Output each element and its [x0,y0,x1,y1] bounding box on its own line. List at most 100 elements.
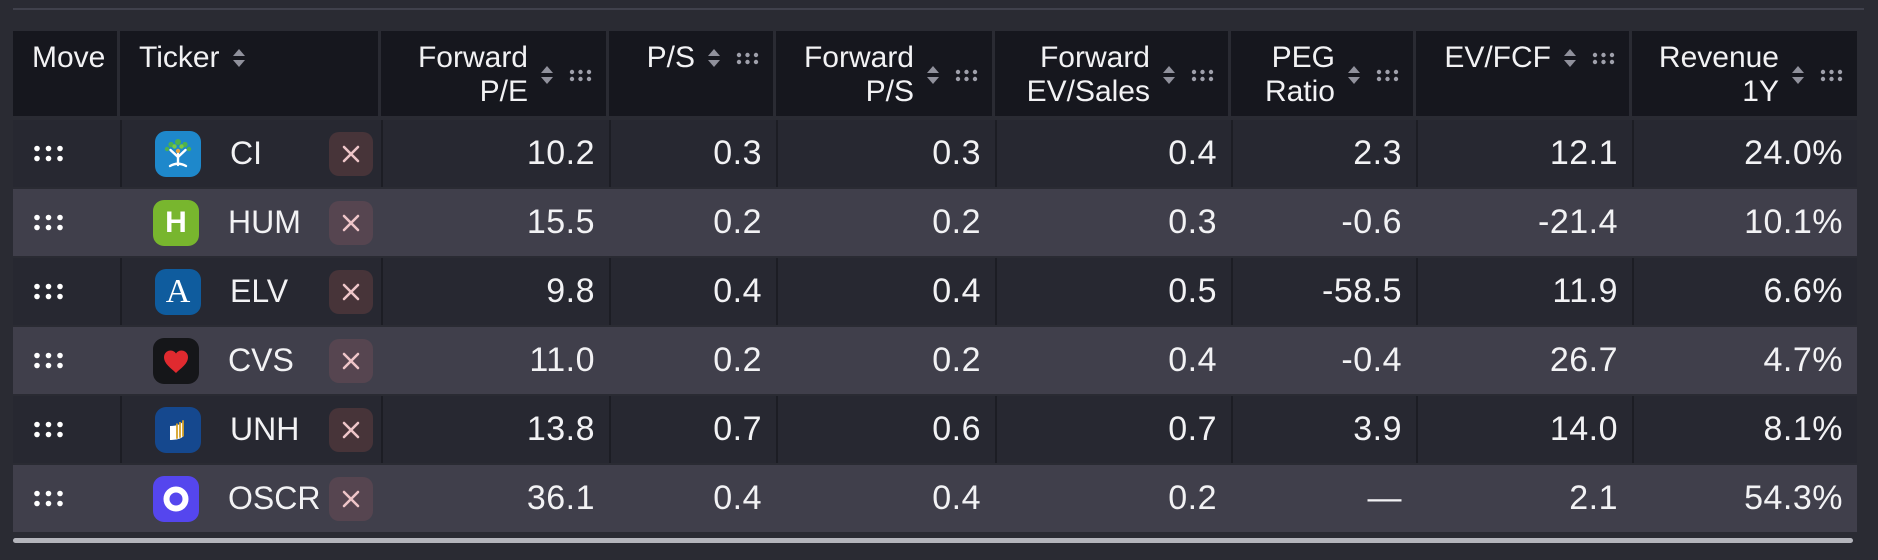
cell-ev-fcf: -21.4 [1416,189,1632,256]
cell-forward-ev-sales: 0.5 [995,258,1231,325]
cell-forward-pe: 9.8 [381,258,609,325]
table-row-cvs: CVS 11.0 0.2 0.2 0.4 -0.4 26.7 4.7% [13,327,1857,394]
column-drag-icon[interactable] [1375,68,1400,83]
cell-ev-fcf: 11.9 [1416,258,1632,325]
row-drag-handle-icon[interactable] [32,350,66,371]
ticker-cell: UNH [120,396,381,463]
ticker-symbol: CVS [228,342,294,378]
cell-revenue-1y: 8.1% [1632,396,1857,463]
close-icon [342,214,360,231]
sort-icon[interactable] [708,49,720,67]
column-header-revenue-1y[interactable]: Revenue 1Y [1632,31,1857,116]
row-drag-handle-icon[interactable] [32,419,66,440]
column-drag-icon[interactable] [954,68,979,83]
move-cell [13,465,120,532]
cell-forward-pe: 13.8 [381,396,609,463]
row-drag-handle-icon[interactable] [32,143,66,164]
sort-icon[interactable] [232,49,245,67]
cell-revenue-1y: 54.3% [1632,465,1857,532]
humana-h-icon: H [153,199,199,246]
cell-peg-ratio: 3.9 [1231,396,1416,463]
cell-ps: 0.4 [609,258,776,325]
ticker-symbol: ELV [230,273,289,309]
table-row-ci: CI 10.2 0.3 0.3 0.4 2.3 12.1 24.0% [13,120,1857,187]
column-label-ps: P/S [646,41,695,74]
logo-letter: A [165,272,191,310]
cell-ev-fcf: 2.1 [1416,465,1632,532]
remove-ticker-button[interactable] [329,338,373,383]
cell-forward-ev-sales: 0.7 [995,396,1231,463]
column-label-ev-fcf: EV/FCF [1444,41,1551,74]
horizontal-scrollbar-thumb[interactable] [13,538,1853,543]
remove-ticker-button[interactable] [329,476,373,521]
cell-ev-fcf: 12.1 [1416,120,1632,187]
sort-icon[interactable] [1792,66,1804,84]
ticker-symbol: CI [230,135,262,171]
remove-ticker-button[interactable] [329,407,373,452]
cell-revenue-1y: 6.6% [1632,258,1857,325]
cigna-tree-icon [155,130,201,177]
column-label-forward-ps: Forward P/S [803,41,914,108]
column-label-move: Move [32,41,106,74]
cell-ps: 0.2 [609,327,776,394]
cvs-heart-icon [153,337,199,384]
column-header-ps[interactable]: P/S [609,31,776,116]
cell-ev-fcf: 14.0 [1416,396,1632,463]
move-cell [13,327,120,394]
column-label-peg-ratio: PEG Ratio [1264,41,1335,108]
cell-forward-ps: 0.2 [776,189,995,256]
logo-letter: H [165,205,187,239]
cell-forward-ps: 0.6 [776,396,995,463]
sort-icon[interactable] [1348,66,1360,84]
cell-forward-ev-sales: 0.2 [995,465,1231,532]
cell-peg-ratio: 2.3 [1231,120,1416,187]
cell-forward-ps: 0.4 [776,465,995,532]
row-drag-handle-icon[interactable] [32,212,66,233]
cell-peg-ratio: -58.5 [1231,258,1416,325]
column-label-forward-ev-sales: Forward EV/Sales [1026,41,1150,108]
column-header-move: Move [13,31,120,116]
move-cell [13,120,120,187]
cell-forward-ev-sales: 0.4 [995,120,1231,187]
column-header-ticker[interactable]: Ticker [120,31,381,116]
remove-ticker-button[interactable] [329,200,373,245]
column-drag-icon[interactable] [1819,68,1844,83]
close-icon [342,490,360,507]
column-header-forward-ev-sales[interactable]: Forward EV/Sales [995,31,1231,116]
elevance-a-icon: A [155,268,201,315]
column-header-ev-fcf[interactable]: EV/FCF [1416,31,1632,116]
column-label-ticker: Ticker [139,41,220,74]
cell-peg-ratio: -0.4 [1231,327,1416,394]
column-drag-icon[interactable] [735,51,760,66]
cell-ps: 0.2 [609,189,776,256]
cell-forward-ev-sales: 0.3 [995,189,1231,256]
move-cell [13,396,120,463]
cell-peg-ratio: — [1231,465,1416,532]
cell-ps: 0.7 [609,396,776,463]
column-header-peg-ratio[interactable]: PEG Ratio [1231,31,1416,116]
cell-revenue-1y: 24.0% [1632,120,1857,187]
cell-forward-ev-sales: 0.4 [995,327,1231,394]
cell-forward-ps: 0.3 [776,120,995,187]
sort-icon[interactable] [1163,66,1175,84]
table-body: CI 10.2 0.3 0.3 0.4 2.3 12.1 24.0% H HUM… [13,120,1857,532]
table-header-row: Move Ticker Forward P/E P/S For [13,31,1857,116]
column-header-forward-pe[interactable]: Forward P/E [381,31,609,116]
column-header-forward-ps[interactable]: Forward P/S [776,31,995,116]
column-drag-icon[interactable] [568,68,593,83]
column-drag-icon[interactable] [1591,51,1616,66]
row-drag-handle-icon[interactable] [32,488,66,509]
column-drag-icon[interactable] [1190,68,1215,83]
sort-icon[interactable] [1564,49,1576,67]
row-drag-handle-icon[interactable] [32,281,66,302]
ticker-cell: CI [120,120,381,187]
move-cell [13,189,120,256]
sort-icon[interactable] [541,66,553,84]
sort-icon[interactable] [927,66,939,84]
remove-ticker-button[interactable] [329,131,373,176]
close-icon [342,421,360,438]
oscar-ring-icon [153,475,199,522]
remove-ticker-button[interactable] [329,269,373,314]
close-icon [342,283,360,300]
